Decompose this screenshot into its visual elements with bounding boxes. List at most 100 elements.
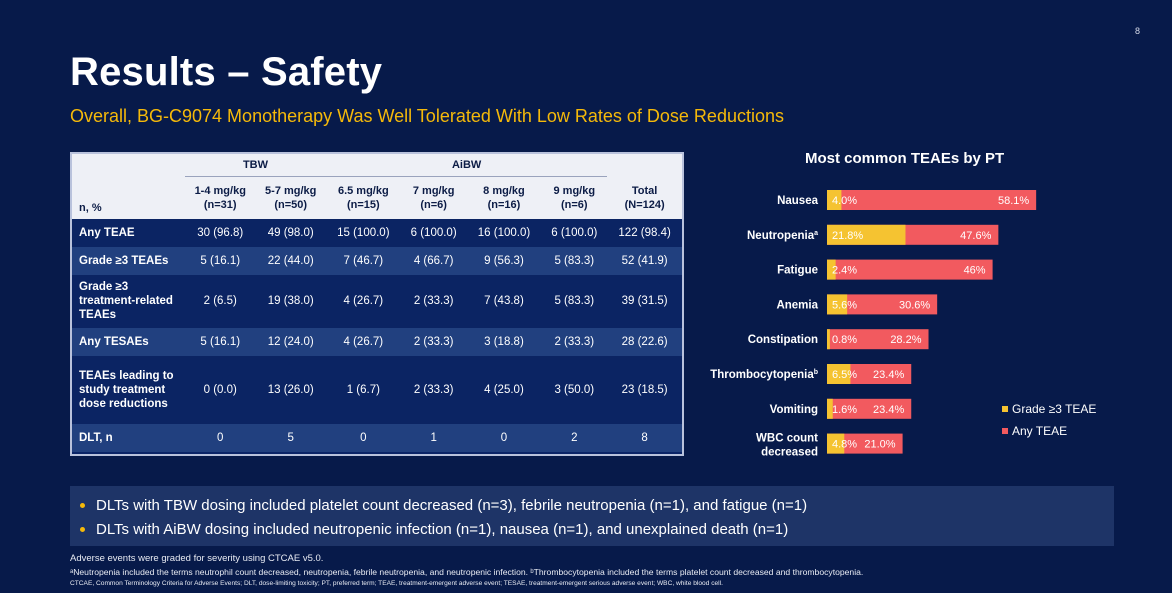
table-row: Any TEAE 30 (96.8) 49 (98.0) 15 (100.0) … xyxy=(72,218,682,247)
bullet-dot-icon xyxy=(80,502,85,508)
table-cell: 3 (18.8) xyxy=(484,335,524,348)
table-cell: 8 xyxy=(641,431,648,444)
table-cell: 2 (33.3) xyxy=(413,335,454,348)
table-cell: 13 (26.0) xyxy=(267,383,314,396)
col-header-line2: (n=6) xyxy=(560,198,588,211)
col-header: Total (N=124) xyxy=(607,177,682,219)
col-header: 8 mg/kg (n=16) xyxy=(467,177,542,219)
table-cell: 5 xyxy=(287,431,294,444)
chart-title: Most common TEAEs by PT xyxy=(805,150,1005,167)
table-cell: 2 xyxy=(571,431,578,444)
table-cell: 4 (26.7) xyxy=(343,295,384,307)
data-label-grade3: 5.6% xyxy=(832,299,857,311)
col-header-line2: (n=16) xyxy=(487,198,521,211)
table-row: Any TESAEs 5 (16.1) 12 (24.0) 4 (26.7) 2… xyxy=(72,327,682,356)
category-label: WBC count decreased xyxy=(756,433,818,459)
col-header: 9 mg/kg (n=6) xyxy=(541,177,607,219)
bar-grade3-teae xyxy=(827,329,830,350)
legend-label-any: Any TEAE xyxy=(1012,424,1068,438)
data-label-grade3: 2.4% xyxy=(832,265,857,277)
table-cell: 3 (50.0) xyxy=(554,383,595,396)
data-label-any-teae: 47.6% xyxy=(960,230,991,242)
table-cell: 19 (38.0) xyxy=(267,295,314,307)
table-cell: 12 (24.0) xyxy=(267,335,314,348)
col-header-line1: Total xyxy=(631,184,658,197)
table-cell: 4 (66.7) xyxy=(413,254,454,267)
table-cell: 2 (33.3) xyxy=(413,295,454,307)
data-label-grade3: 4.8% xyxy=(832,439,857,451)
row-label: DLT, n xyxy=(79,431,113,444)
table-cell: 2 (33.3) xyxy=(413,383,454,396)
table-cell: 0 xyxy=(500,431,508,444)
legend-item-any: Any TEAE xyxy=(1002,420,1096,442)
table-cell: 0 (0.0) xyxy=(203,383,237,396)
col-header-line2: (n=31) xyxy=(203,198,237,211)
blank-header-total xyxy=(607,154,682,177)
table-row: Grade ≥3 TEAEs 5 (16.1) 22 (44.0) 7 (46.… xyxy=(72,246,682,275)
table-cell: 22 (44.0) xyxy=(267,254,314,267)
table-cell: 6 (100.0) xyxy=(410,226,457,239)
table-cell: 28 (22.6) xyxy=(621,335,668,348)
data-label-any-teae: 30.6% xyxy=(899,299,930,311)
teae-bar-chart: Nausea 4.0% 58.1% Neutropeniaa 21.8% 47.6% Fat… xyxy=(710,190,1037,459)
table-cell: 122 (98.4) xyxy=(618,226,671,239)
data-label-grade3: 21.8% xyxy=(832,230,863,242)
table-cell: 6 (100.0) xyxy=(551,226,598,239)
bar-grade3-teae xyxy=(827,259,836,280)
legend-item-grade3: Grade ≥3 TEAE xyxy=(1002,398,1096,420)
data-label-grade3: 4.0% xyxy=(832,195,857,207)
data-label-any-teae: 21.0% xyxy=(864,439,895,451)
bar-grade3-teae xyxy=(827,294,848,315)
row-label: Any TEAE xyxy=(79,226,135,239)
table-cell: 1 (6.7) xyxy=(346,383,380,396)
data-label-grade3: 1.6% xyxy=(832,404,857,416)
table-cell: 15 (100.0) xyxy=(337,226,390,239)
col-header-line2: (n=6) xyxy=(420,198,447,211)
table-cell: 5 (16.1) xyxy=(200,335,241,348)
bullet-item: DLTs with AiBW dosing included neutropen… xyxy=(80,517,1114,541)
row-label: Any TESAEs xyxy=(79,335,149,348)
table-cell: 4 (25.0) xyxy=(484,383,524,396)
category-label: Anemia xyxy=(776,299,818,311)
table-cell: 5 (16.1) xyxy=(200,254,241,267)
data-label-grade3: 6.5% xyxy=(832,369,857,381)
bullet-item: DLTs with TBW dosing included platelet c… xyxy=(80,493,1114,517)
col-header-line2: (n=15) xyxy=(346,198,380,211)
data-label-any-teae: 23.4% xyxy=(873,404,904,416)
col-header-line1: 6.5 mg/kg xyxy=(337,184,389,197)
column-header-row: n, % 1-4 mg/kg (n=31) 5-7 mg/kg (n=50) 6.5… xyxy=(72,176,682,219)
page-number: 8 xyxy=(1134,26,1140,36)
chart-legend: Grade ≥3 TEAE Any TEAE xyxy=(1002,398,1096,442)
col-header-line1: 9 mg/kg xyxy=(553,184,596,197)
table-cell: 49 (98.0) xyxy=(267,226,314,239)
col-header-line2: (N=124) xyxy=(624,198,665,211)
category-label: Neutropeniaa xyxy=(747,230,818,242)
col-header-line1: 5-7 mg/kg xyxy=(265,184,317,197)
bar-any-teae xyxy=(827,190,1037,210)
slide-subtitle: Overall, BG-C9074 Monotherapy Was Well T… xyxy=(70,106,784,126)
table-cell: 5 (83.3) xyxy=(554,295,595,307)
footnote-abbreviations: CTCAE, Common Terminology Criteria for A… xyxy=(70,580,723,587)
bullet-text: DLTs with TBW dosing included platelet c… xyxy=(96,496,808,514)
bar-grade3-teae xyxy=(827,364,851,384)
col-header: 5-7 mg/kg (n=50) xyxy=(255,177,325,219)
footnote-grading: Adverse events were graded for severity … xyxy=(70,553,324,564)
table-cell: 9 (56.3) xyxy=(484,254,524,267)
table-cell: 2 (33.3) xyxy=(554,335,595,348)
dlt-bullet-box: DLTs with TBW dosing included platelet c… xyxy=(70,486,1114,546)
tbw-group-header: TBW xyxy=(185,154,326,177)
row-label: Grade ≥3 treatment-related TEAEs xyxy=(79,281,173,321)
table-cell: 30 (96.8) xyxy=(197,226,244,239)
col-header-line1: 1-4 mg/kg xyxy=(194,184,246,197)
col-header-line1: 7 mg/kg xyxy=(412,184,455,197)
category-label: Vomiting xyxy=(770,404,818,416)
bar-any-teae xyxy=(827,329,929,350)
group-header-row: TBW AiBW xyxy=(72,154,682,177)
bar-any-teae xyxy=(827,294,938,315)
bar-any-teae xyxy=(827,433,903,454)
table-cell: 39 (31.5) xyxy=(621,295,668,307)
table-cell: 16 (100.0) xyxy=(477,226,531,239)
bullet-text: DLTs with AiBW dosing included neutropen… xyxy=(96,520,789,538)
data-label-grade3: 0.8% xyxy=(832,334,857,346)
data-label-any-teae: 23.4% xyxy=(873,369,904,381)
